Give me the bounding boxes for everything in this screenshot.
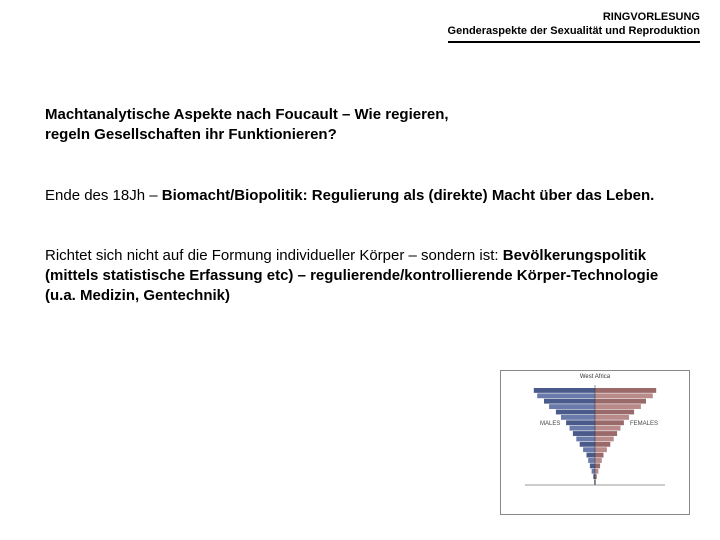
pyramid-bar-left — [561, 415, 595, 420]
pyramid-bar-right — [595, 453, 604, 458]
pyramid-bar-right — [595, 420, 624, 425]
pyramid-bar-right — [595, 404, 641, 409]
pyramid-bar-right — [595, 426, 621, 431]
pyramid-bar-right — [595, 469, 598, 474]
header-line1: RINGVORLESUNG — [448, 10, 700, 24]
p1-a: Ende des 18Jh – — [45, 187, 162, 204]
slide-content: Machtanalytische Aspekte nach Foucault –… — [45, 105, 675, 347]
pyramid-bar-right — [595, 431, 617, 436]
pyramid-bar-right — [595, 388, 656, 393]
p2-a: Richtet sich nicht auf die Formung indiv… — [45, 247, 503, 264]
pyramid-bar-right — [595, 474, 597, 479]
pyramid-title: West Africa — [501, 371, 689, 380]
pyramid-bar-left — [576, 437, 595, 442]
pyramid-bar-left — [587, 453, 596, 458]
pyramid-bar-right — [595, 415, 629, 420]
pyramid-bar-right — [595, 393, 653, 398]
slide-header: RINGVORLESUNG Genderaspekte der Sexualit… — [448, 10, 700, 43]
pyramid-bar-left — [580, 442, 595, 447]
pyramid-bar-left — [534, 388, 595, 393]
pyramid-bar-left — [573, 431, 595, 436]
title-line1: Machtanalytische Aspekte nach Foucault –… — [45, 106, 449, 123]
pyramid-bar-left — [544, 399, 595, 404]
pyramid-bar-right — [595, 442, 610, 447]
header-line2: Genderaspekte der Sexualität und Reprodu… — [448, 24, 700, 42]
pyramid-bar-left — [583, 447, 595, 452]
pyramid-bar-left — [588, 458, 595, 463]
pyramid-bar-left — [593, 474, 595, 479]
pyramid-bar-left — [566, 420, 595, 425]
paragraph-1: Ende des 18Jh – Biomacht/Biopolitik: Reg… — [45, 186, 675, 206]
slide-title: Machtanalytische Aspekte nach Foucault –… — [45, 105, 675, 146]
pyramid-bar-right — [595, 463, 600, 468]
pyramid-bar-left — [590, 463, 595, 468]
paragraph-2: Richtet sich nicht auf die Formung indiv… — [45, 246, 675, 307]
pyramid-bar-left — [570, 426, 596, 431]
p1-c: als (direkte) Macht über das Leben. — [399, 187, 654, 204]
title-line2: regeln Gesellschaften ihr Funktionieren? — [45, 126, 337, 143]
p1-b: Biomacht/Biopolitik: Regulierung — [162, 187, 400, 204]
pyramid-bar-left — [556, 410, 595, 415]
pyramid-bar-left — [549, 404, 595, 409]
pyramid-svg: MALES FEMALES — [505, 380, 685, 500]
pyramid-bar-right — [595, 410, 634, 415]
pyramid-bar-right — [595, 399, 646, 404]
pyramid-bar-right — [595, 447, 607, 452]
pyramid-bar-right — [595, 458, 602, 463]
pyramid-bar-left — [537, 393, 595, 398]
population-pyramid-chart: West Africa MALES FEMALES — [500, 370, 690, 515]
pyramid-bar-right — [595, 437, 614, 442]
pyramid-right-label: FEMALES — [630, 421, 658, 427]
pyramid-left-label: MALES — [540, 421, 560, 427]
pyramid-bar-left — [592, 469, 595, 474]
